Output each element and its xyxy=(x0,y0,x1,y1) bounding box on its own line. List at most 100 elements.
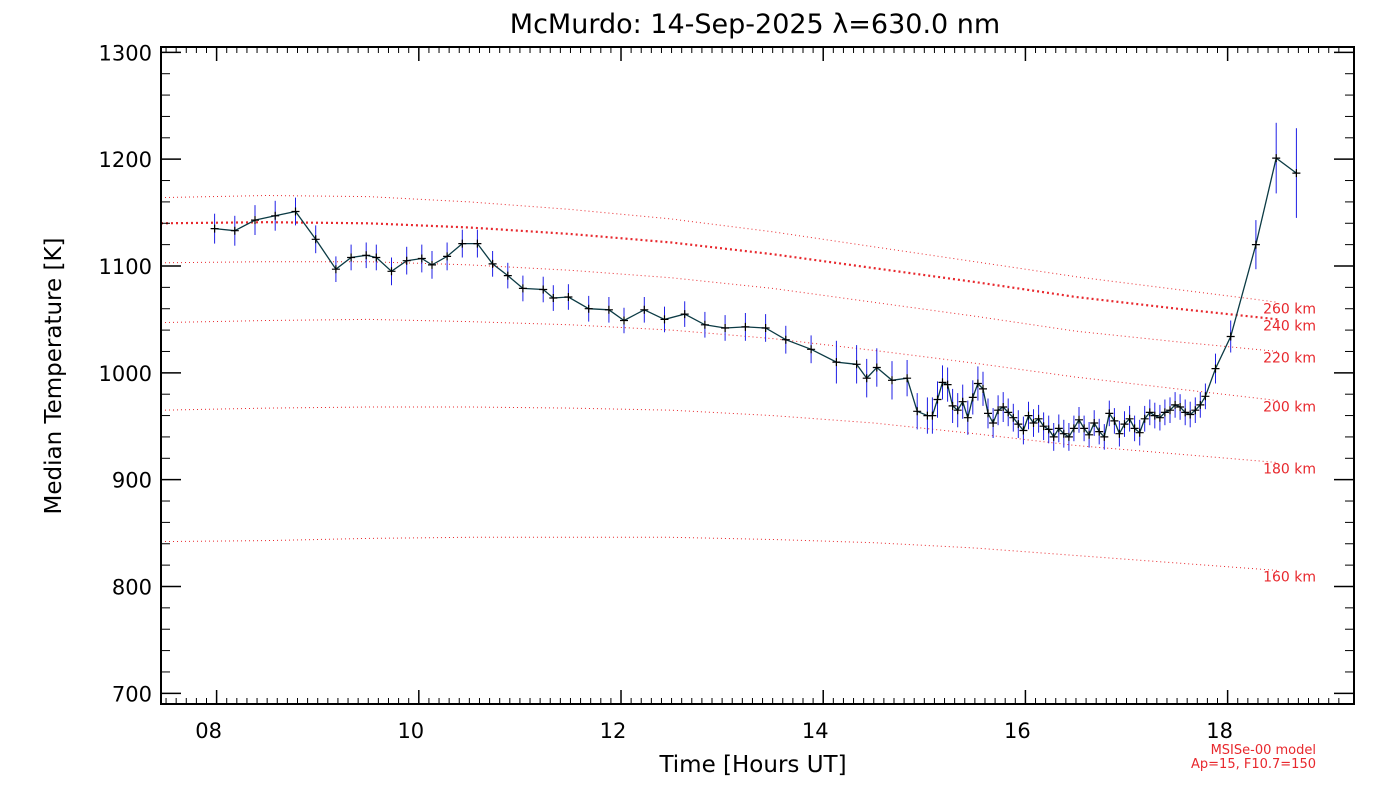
data-point xyxy=(852,360,861,369)
chart-title: McMurdo: 14-Sep-2025 λ=630.0 nm xyxy=(510,9,1000,40)
data-point xyxy=(417,254,426,263)
data-point xyxy=(1145,408,1154,417)
data-point xyxy=(1135,428,1144,437)
data-point xyxy=(1226,332,1235,341)
data-point xyxy=(443,252,452,261)
data-point xyxy=(387,267,396,276)
data-point xyxy=(1196,400,1205,409)
data-point xyxy=(832,358,841,367)
model-curve-200-km xyxy=(160,318,1279,402)
data-point xyxy=(1075,415,1083,424)
data-point xyxy=(549,294,558,302)
data-point xyxy=(872,363,881,372)
data-point xyxy=(331,265,340,274)
data-point xyxy=(604,305,613,314)
data-point xyxy=(1085,430,1094,439)
data-point xyxy=(1105,409,1114,418)
data-point xyxy=(1211,364,1220,373)
data-point xyxy=(1110,416,1119,425)
data-point xyxy=(1191,406,1200,415)
data-point xyxy=(1059,429,1068,438)
data-point xyxy=(741,322,750,331)
model-note-line-2: Ap=15, F10.7=150 xyxy=(1191,757,1316,772)
data-point xyxy=(948,401,957,410)
data-point xyxy=(488,259,497,268)
data-point xyxy=(564,293,573,301)
data-point xyxy=(291,207,300,216)
data-point xyxy=(963,413,972,422)
x-tick-label: 12 xyxy=(600,719,627,743)
data-point xyxy=(953,406,962,415)
x-tick-label: 16 xyxy=(1004,719,1031,743)
altitude-label-260-km: 260 km xyxy=(1263,301,1316,317)
data-point xyxy=(428,260,436,269)
data-point xyxy=(943,380,952,389)
data-point xyxy=(1150,411,1159,420)
data-point xyxy=(620,316,628,325)
data-point xyxy=(888,376,896,385)
data-point xyxy=(958,397,967,406)
y-tick-label: 900 xyxy=(112,469,152,493)
x-tick-label: 10 xyxy=(397,719,424,743)
altitude-label-200-km: 200 km xyxy=(1263,400,1316,416)
data-point xyxy=(1176,403,1185,411)
y-tick-label: 1200 xyxy=(99,148,152,172)
data-point xyxy=(862,374,871,383)
data-point xyxy=(968,393,977,402)
data-point xyxy=(761,324,770,332)
data-point xyxy=(539,285,548,294)
data-point xyxy=(1029,419,1038,427)
y-tick-label: 800 xyxy=(112,575,152,599)
data-point xyxy=(1166,406,1174,415)
data-point xyxy=(1186,410,1195,419)
data-point xyxy=(1155,413,1164,422)
data-point xyxy=(1014,420,1023,429)
data-point xyxy=(1039,422,1048,431)
x-axis-label: Time [Hours UT] xyxy=(658,752,846,778)
data-point xyxy=(700,320,709,329)
data-point xyxy=(210,224,219,233)
data-point xyxy=(938,378,947,387)
data-point xyxy=(347,253,356,262)
data-point xyxy=(518,284,527,293)
data-point xyxy=(928,411,937,420)
data-point xyxy=(1004,408,1013,417)
data-point xyxy=(903,374,912,383)
data-point xyxy=(1090,419,1099,427)
data-point xyxy=(1100,432,1109,441)
x-tick-label: 14 xyxy=(802,719,829,743)
plot-frame xyxy=(160,46,1355,705)
data-point xyxy=(1054,424,1063,433)
data-point xyxy=(1120,420,1129,429)
data-point xyxy=(1069,424,1078,433)
data-point xyxy=(1044,425,1053,434)
y-tick-label: 1000 xyxy=(99,362,152,386)
data-point xyxy=(1140,414,1149,423)
data-point xyxy=(1292,169,1301,178)
data-point xyxy=(973,379,982,388)
data-point xyxy=(984,409,992,418)
model-curve-240-km xyxy=(160,221,1279,321)
data-point xyxy=(1034,414,1043,423)
data-point xyxy=(979,384,987,393)
data-point xyxy=(680,310,689,319)
data-point xyxy=(1009,413,1018,422)
data-point xyxy=(1115,429,1124,438)
data-point xyxy=(584,304,593,313)
altitude-label-240-km: 240 km xyxy=(1263,318,1316,334)
data-point xyxy=(807,345,816,354)
data-point xyxy=(458,239,467,248)
data-point xyxy=(640,305,649,314)
model-curves xyxy=(160,194,1279,571)
data-point xyxy=(230,226,239,235)
data-point xyxy=(989,419,998,427)
data-point xyxy=(994,406,1003,415)
data-point xyxy=(1064,432,1073,441)
series-line xyxy=(214,156,1297,439)
data-point xyxy=(503,271,512,280)
data-point xyxy=(660,315,669,324)
data-point xyxy=(1201,392,1210,401)
data-point xyxy=(1272,154,1281,163)
data-point xyxy=(1080,424,1089,433)
